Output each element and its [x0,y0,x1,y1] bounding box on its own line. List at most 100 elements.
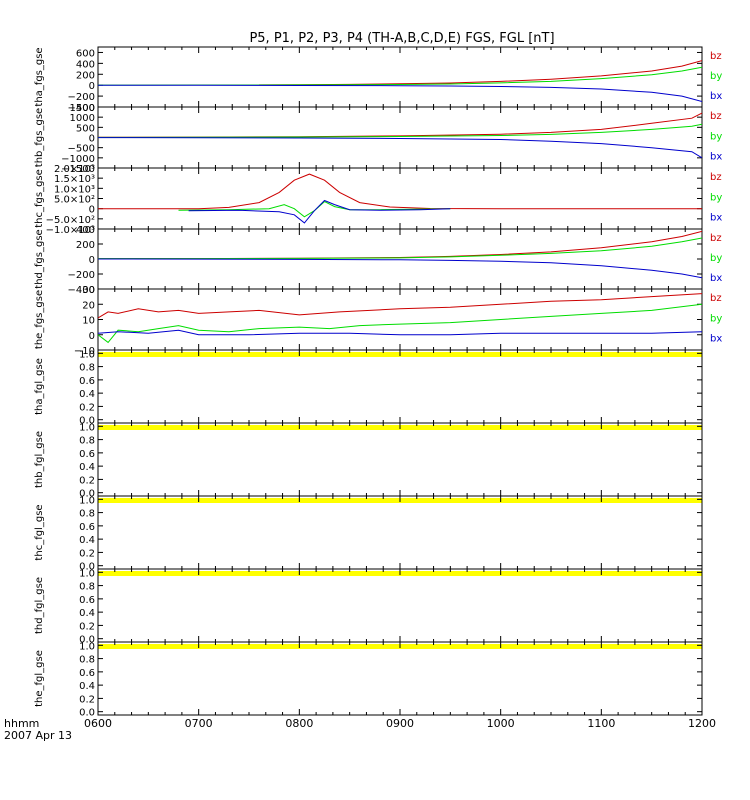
panel-frame [97,495,703,570]
series-line-bz [98,293,702,319]
series-line-bz [259,60,702,86]
time-label: hhmm [4,717,39,730]
series-line-by [98,303,702,344]
panel-frame [97,46,703,108]
y-axis-label: thb_fgl_gse [34,431,45,488]
series-line-bx [188,199,451,224]
series-line-by [98,66,702,86]
panel-thd_fgs_gse: −400 −200 0 200 400 thd_fgs_gse bz by bx [34,225,722,296]
y-tick-label: 0.2 [79,548,95,559]
y-tick-label: 0.8 [79,655,95,666]
y-axis-label: thb_fgs_gse [34,108,45,167]
y-axis-label: tha_fgl_gse [34,358,45,415]
y-tick-label: 200 [76,240,95,251]
y-tick-label: 0 [89,205,95,216]
y-tick-label: −1.0×10³ [46,225,95,236]
legend-bz: bz [710,51,722,62]
y-tick-label: 0.4 [79,462,95,473]
y-tick-label: 400 [76,59,95,70]
y-tick-label: 0 [89,255,95,266]
series-line-by [98,237,702,260]
legend-bx: bx [710,91,722,102]
y-tick-label: 0.2 [79,402,95,413]
y-tick-label: 0 [89,134,95,145]
y-tick-label: −1000 [61,154,95,165]
plot-title: P5, P1, P2, P3, P4 (TH-A,B,C,D,E) FGS, F… [249,31,554,46]
y-tick-label: 1.0 [79,568,95,579]
x-tick-label: 1000 [487,717,515,730]
series-line-bz [98,173,702,210]
y-tick-label: −1500 [61,164,95,175]
x-tick-label: 0900 [386,717,414,730]
legend-bz: bz [710,293,722,304]
y-axis-label: the_fgs_gse [34,290,45,349]
series-line-bx [98,137,702,159]
y-tick-label: 0.0 [79,708,95,719]
y-tick-label: 0.2 [79,621,95,632]
y-tick-label: 0.6 [79,595,95,606]
y-tick-label: 500 [76,123,95,134]
x-tick-label: 1100 [587,717,615,730]
series-line-bx [98,329,702,336]
y-tick-label: 1.5×10³ [54,174,95,185]
y-tick-label: 0 [89,81,95,92]
panel-thc_fgl_gse: 0.0 0.2 0.4 0.6 0.8 1.0 thc_fgl_gse [34,495,703,573]
legend-bx: bx [710,152,722,163]
series-line-bx [98,258,702,279]
y-tick-label: 0 [89,331,95,342]
y-tick-label: 200 [76,70,95,81]
series-line-bz [98,230,702,260]
y-tick-label: 0.0 [79,489,95,500]
panel-frame [97,349,703,424]
panel-frame [97,422,703,497]
y-tick-label: 400 [76,225,95,236]
y-tick-label: 0.0 [79,635,95,646]
legend-bx: bx [710,273,722,284]
y-tick-label: 0.4 [79,608,95,619]
panel-thd_fgl_gse: 0.0 0.2 0.4 0.6 0.8 1.0 thd_fgl_gse [34,568,703,646]
y-tick-label: −400 [68,103,95,114]
y-axis-label: thd_fgl_gse [34,577,45,634]
y-tick-label: 1000 [70,113,95,124]
panel-the_fgl_gse: 0.0 0.2 0.4 0.6 0.8 1.0 the_fgl_gse [34,641,703,719]
x-tick-label: 0800 [285,717,313,730]
y-tick-label: 0.4 [79,535,95,546]
y-axis-label: thd_fgs_gse [34,229,45,288]
series-line-by [178,201,451,218]
y-tick-label: 600 [76,48,95,59]
y-axis-label: thc_fgs_gse [34,169,45,228]
y-tick-label: 1.0 [79,349,95,360]
legend-bz: bz [710,111,722,122]
panel-tha_fgl_gse: 0.0 0.2 0.4 0.6 0.8 1.0 tha_fgl_gse [34,349,703,427]
y-tick-label: 10 [82,316,95,327]
series-line-bz [98,112,702,138]
y-tick-label: 0.6 [79,376,95,387]
legend-bx: bx [710,213,722,224]
x-tick-label: 0700 [185,717,213,730]
y-tick-label: 0.8 [79,509,95,520]
y-tick-label: 1.0 [79,422,95,433]
legend-bx: bx [710,334,722,345]
y-axis-label: tha_fgs_gse [34,47,45,106]
panel-thb_fgl_gse: 0.0 0.2 0.4 0.6 0.8 1.0 thb_fgl_gse [34,422,703,500]
y-tick-label: −400 [68,285,95,296]
y-axis-label: the_fgl_gse [34,650,45,707]
y-tick-label: 0.0 [79,562,95,573]
x-tick-label: 1200 [688,717,716,730]
y-tick-label: 0.8 [79,436,95,447]
y-tick-label: 1500 [70,103,95,114]
panel-frame [97,568,703,643]
y-tick-label: 1.0×10³ [54,184,95,195]
y-tick-label: 0.6 [79,668,95,679]
legend-by: by [710,71,722,82]
legend-by: by [710,192,722,203]
y-axis-label: thc_fgl_gse [34,504,45,560]
panel-frame [97,167,703,230]
panel-frame [97,641,703,716]
legend-by: by [710,253,722,264]
y-tick-label: −200 [68,270,95,281]
series-line-by [98,123,702,138]
